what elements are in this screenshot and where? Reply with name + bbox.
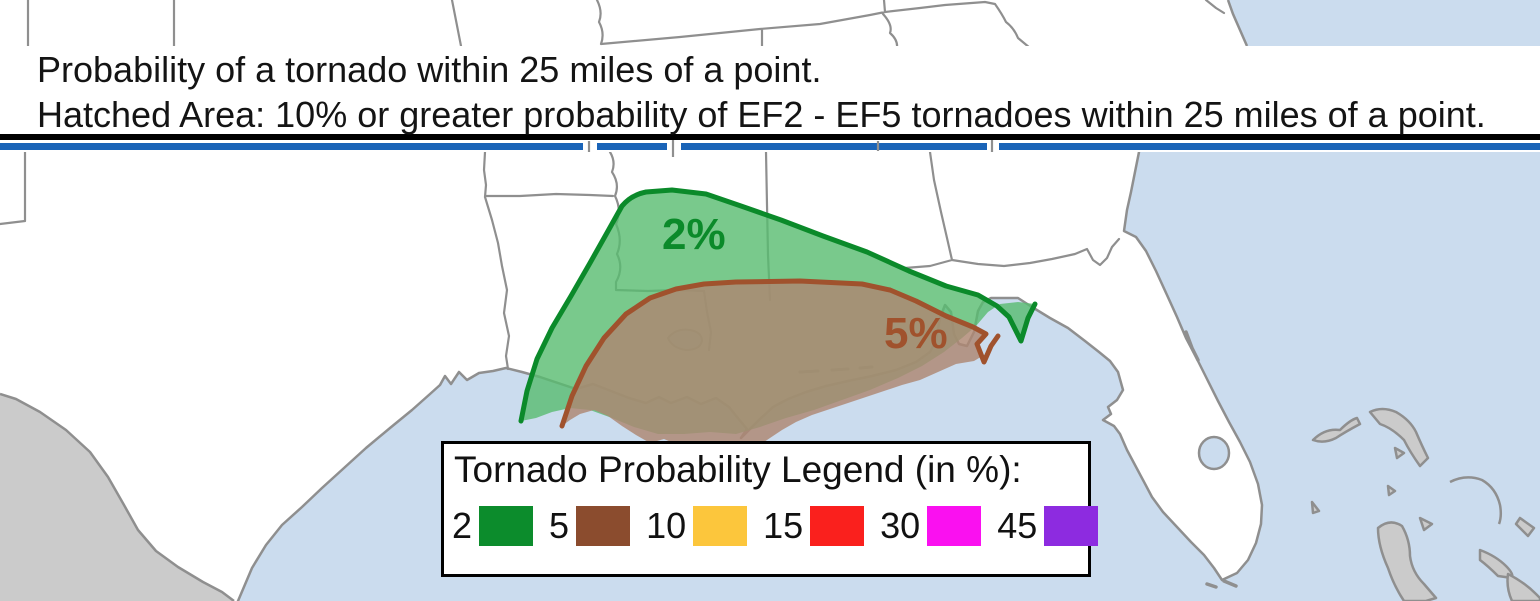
separator-blue-line <box>0 143 1540 150</box>
legend-item-45: 45 <box>997 505 1099 547</box>
separator-black-line <box>0 134 1540 140</box>
legend-item-15: 15 <box>763 505 865 547</box>
legend-swatch-45 <box>1044 506 1099 546</box>
legend-swatch-10 <box>693 506 748 546</box>
legend-box: Tornado Probability Legend (in %): 2 5 1… <box>441 441 1099 577</box>
legend-title: Tornado Probability Legend (in %): <box>454 449 1022 490</box>
bahamas-islands <box>1310 407 1540 601</box>
legend-item-label: 5 <box>549 505 570 546</box>
florida-keys <box>1184 330 1238 589</box>
legend-swatch-15 <box>810 506 865 546</box>
legend-swatch-5 <box>576 506 631 546</box>
mexico-border <box>0 392 235 601</box>
legend-item-label: 10 <box>646 505 687 546</box>
legend-swatch-30 <box>927 506 982 546</box>
legend-item-label: 30 <box>880 505 921 546</box>
contour-label-5pct: 5% <box>884 309 948 358</box>
lake-okeechobee <box>1197 435 1231 471</box>
header-line-1: Probability of a tornado within 25 miles… <box>37 49 822 90</box>
tornado-prob-5-contour <box>559 278 1001 429</box>
legend-swatch-2 <box>479 506 534 546</box>
legend-item-label: 45 <box>997 505 1038 546</box>
mexico-land <box>0 394 234 601</box>
legend-row: 2 5 10 15 30 45 <box>452 505 1099 547</box>
atlantic-coastline-top <box>1226 0 1249 47</box>
legend-item-5: 5 <box>549 505 631 547</box>
legend-item-2: 2 <box>452 505 534 547</box>
legend-item-label: 2 <box>452 505 473 546</box>
legend-item-label: 15 <box>763 505 804 546</box>
separator-border-ticks <box>587 140 994 157</box>
legend-item-10: 10 <box>646 505 748 547</box>
contour-label-2pct: 2% <box>662 210 726 259</box>
header-text: Probability of a tornado within 25 miles… <box>37 47 1486 137</box>
tornado-prob-2-contour <box>518 187 1038 424</box>
legend-item-30: 30 <box>880 505 982 547</box>
header-line-2: Hatched Area: 10% or greater probability… <box>37 94 1486 135</box>
atlantic-water-top <box>1228 0 1540 46</box>
tornado-prob-5-area <box>562 281 998 453</box>
